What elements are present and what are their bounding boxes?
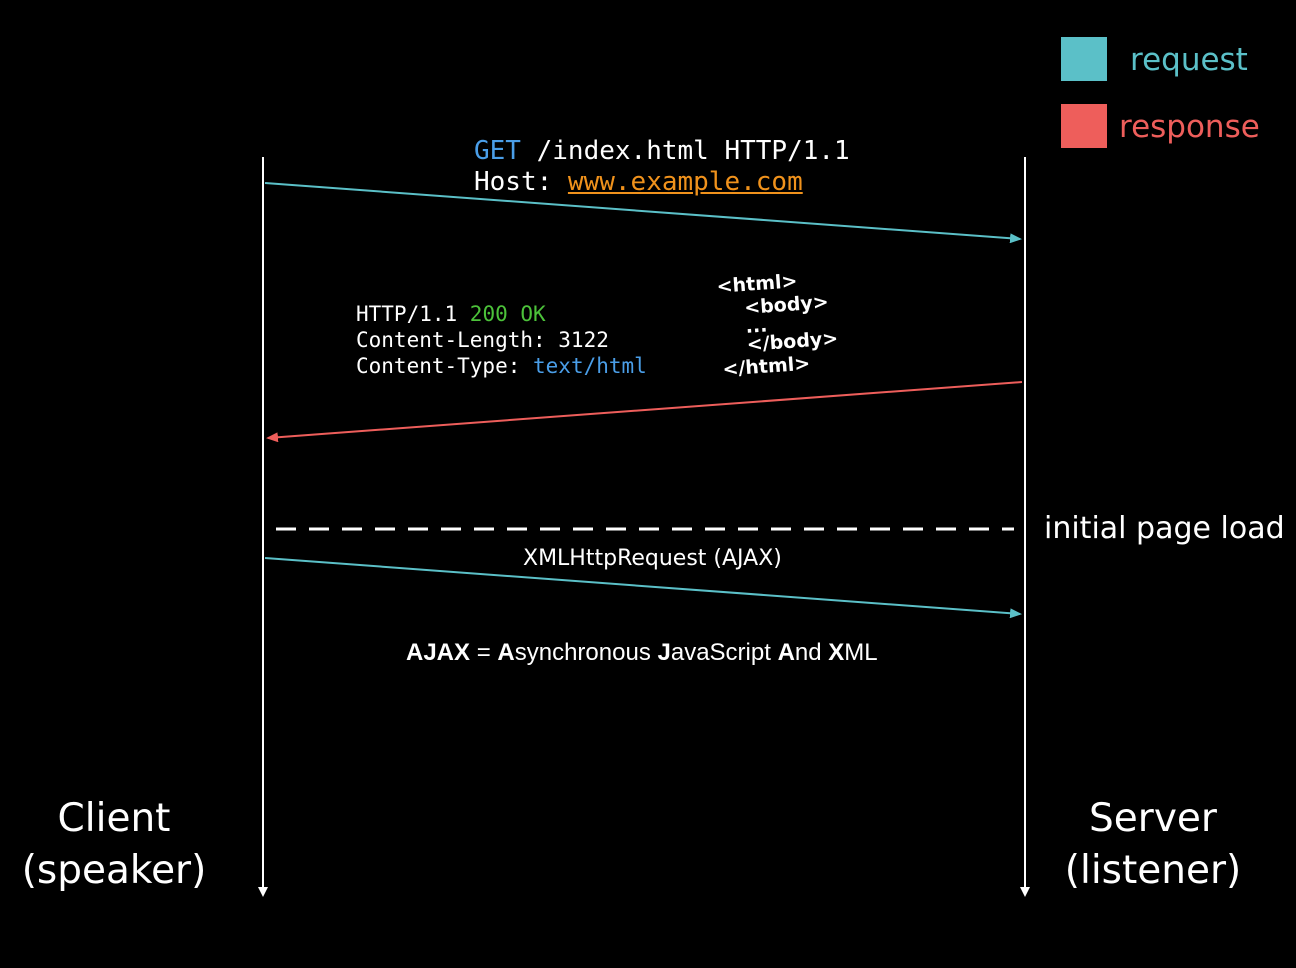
legend-request-label: request — [1130, 42, 1248, 78]
request-host-key: Host: — [474, 167, 568, 197]
request-host-link[interactable]: www.example.com — [567, 167, 803, 197]
client-name: Client — [57, 796, 171, 841]
ajax-word-and: nd — [794, 639, 829, 666]
request-method: GET — [474, 136, 521, 166]
client-label: Client (speaker) — [14, 793, 214, 897]
request-arrow — [264, 182, 1022, 244]
legend-response-label: response — [1119, 109, 1260, 145]
ajax-letter-a2: A — [777, 639, 795, 666]
response-status-line: HTTP/1.1 200 OK — [356, 301, 647, 327]
response-status-code: 200 OK — [469, 302, 546, 326]
legend-response-swatch — [1061, 104, 1107, 148]
server-label: Server (listener) — [1053, 793, 1253, 897]
ajax-letter-x: X — [828, 639, 845, 666]
ajax-letter-j: J — [657, 639, 671, 666]
initial-page-load-label: initial page load — [1044, 511, 1285, 546]
response-content-type-value: text/html — [533, 354, 647, 378]
response-status-prefix: HTTP/1.1 — [356, 302, 470, 326]
response-html-snippet: <html> <body>... </body> </html> — [714, 268, 841, 382]
ajax-letter-a1: A — [497, 639, 515, 666]
ajax-acronym: AJAX — [406, 639, 471, 666]
response-content-type-line: Content-Type: text/html — [356, 353, 647, 379]
ajax-equals: = — [470, 639, 498, 666]
response-content-type-key: Content-Type: — [356, 354, 534, 378]
server-name: Server — [1089, 796, 1217, 841]
response-headers: HTTP/1.1 200 OK Content-Length: 3122 Conte… — [356, 301, 647, 379]
ajax-word-xml: ML — [844, 639, 878, 666]
server-role: (listener) — [1064, 848, 1242, 893]
ajax-arrow-label: XMLHttpRequest (AJAX) — [523, 546, 782, 571]
ajax-word-javascript: avaScript — [670, 639, 778, 666]
request-path: /index.html HTTP/1.1 — [520, 136, 850, 166]
response-content-length: Content-Length: 3122 — [356, 328, 609, 352]
ajax-request-arrow — [264, 557, 1022, 619]
ajax-expansion: AJAX = Asynchronous JavaScript And XML — [406, 639, 878, 667]
response-arrow — [266, 381, 1023, 443]
client-role: (speaker) — [21, 848, 207, 893]
request-host-line: Host: www.example.com — [474, 167, 803, 197]
legend-request-swatch — [1061, 37, 1107, 81]
ajax-word-asynchronous: synchronous — [514, 639, 658, 666]
request-line: GET /index.html HTTP/1.1 — [474, 136, 850, 166]
